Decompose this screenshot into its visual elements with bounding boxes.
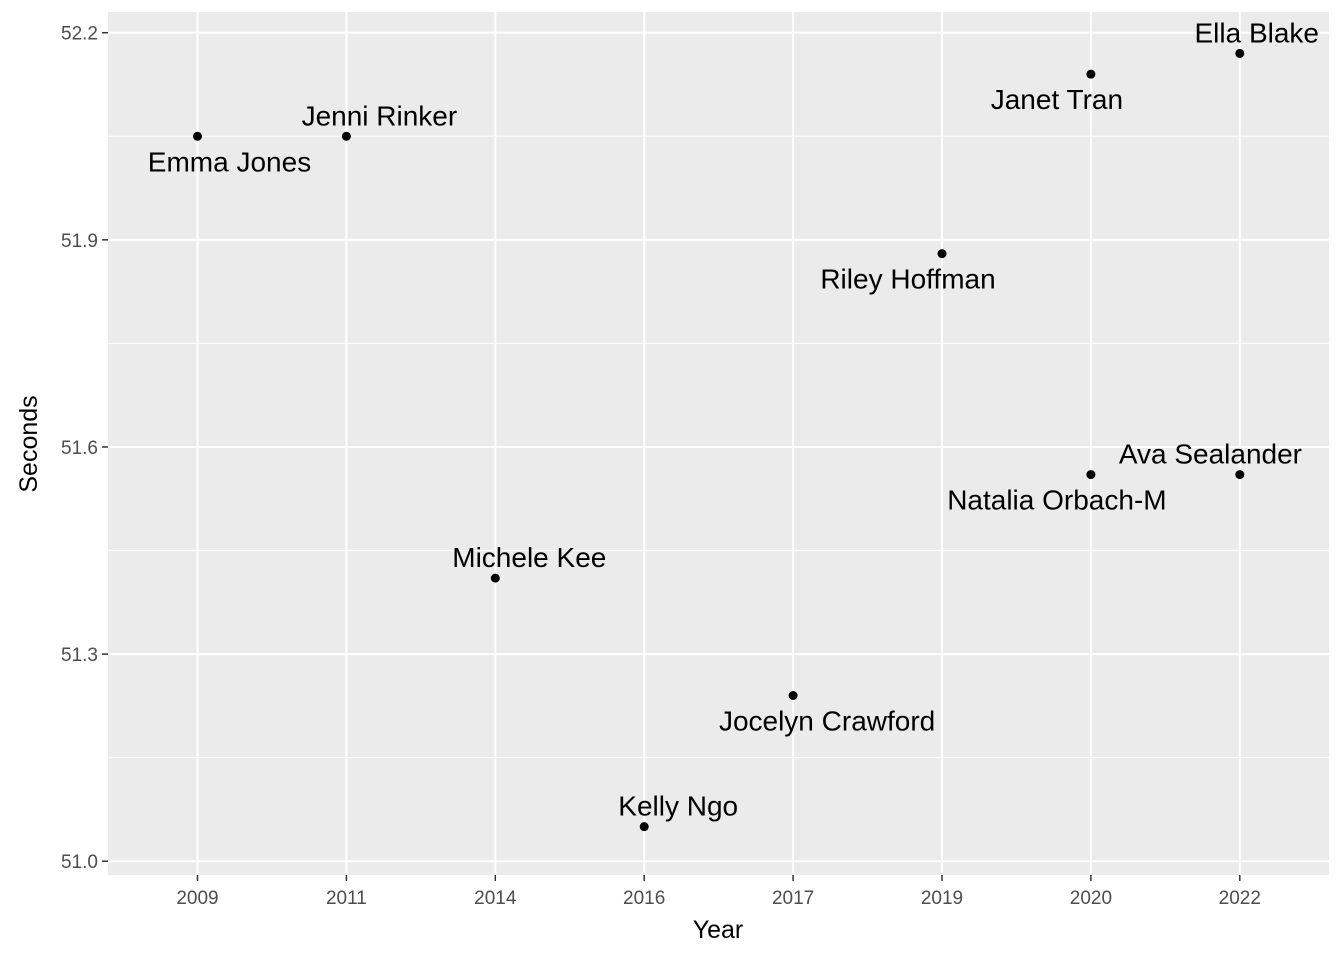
- x-tick-label: 2022: [1219, 888, 1261, 909]
- y-tick-label: 51.3: [61, 645, 98, 666]
- point-label: Ella Blake: [1194, 17, 1319, 48]
- point-label: Kelly Ngo: [618, 791, 738, 822]
- y-tick-label: 52.2: [61, 24, 98, 45]
- major-grid: [108, 12, 1329, 875]
- data-point: [1086, 470, 1096, 480]
- x-tick-label: 2017: [772, 888, 814, 909]
- x-tick-label: 2011: [326, 888, 367, 909]
- y-tick-label: 51.9: [61, 231, 98, 252]
- point-label: Jenni Rinker: [302, 100, 458, 131]
- y-axis-title: Seconds: [15, 395, 43, 492]
- point-label: Janet Tran: [991, 84, 1123, 115]
- point-label: Ava Sealander: [1119, 439, 1302, 470]
- x-tick-label: 2016: [623, 888, 665, 909]
- x-axis-ticks: 2009 2011 2014 2016 2017 2019 2020 2022: [176, 875, 1261, 909]
- data-points: [193, 48, 1245, 832]
- point-label: Riley Hoffman: [820, 264, 995, 295]
- point-labels: Emma Jones Jenni Rinker Michele Kee Kelly N…: [148, 17, 1319, 821]
- data-point: [937, 249, 947, 259]
- minor-grid: [108, 135, 1329, 759]
- data-point: [1235, 48, 1245, 58]
- x-tick-label: 2014: [474, 888, 517, 909]
- plot-panel: [108, 12, 1329, 875]
- data-point: [1235, 470, 1245, 480]
- point-label: Jocelyn Crawford: [719, 705, 935, 736]
- data-point: [490, 573, 500, 583]
- y-axis-ticks: 51.0 51.3 51.6 51.9 52.2: [61, 24, 108, 873]
- x-tick-label: 2009: [176, 888, 218, 909]
- point-label: Michele Kee: [452, 542, 606, 573]
- data-point: [193, 131, 202, 141]
- point-label: Emma Jones: [148, 146, 311, 177]
- y-tick-label: 51.6: [61, 438, 98, 459]
- data-point: [1086, 69, 1096, 79]
- data-point: [341, 131, 351, 141]
- data-point: [788, 690, 798, 700]
- point-label: Natalia Orbach-M: [947, 485, 1166, 516]
- y-tick-label: 51.0: [61, 852, 98, 873]
- x-axis-title: Year: [693, 916, 744, 944]
- x-tick-label: 2020: [1070, 888, 1112, 909]
- data-point: [639, 822, 649, 832]
- x-tick-label: 2019: [921, 888, 963, 909]
